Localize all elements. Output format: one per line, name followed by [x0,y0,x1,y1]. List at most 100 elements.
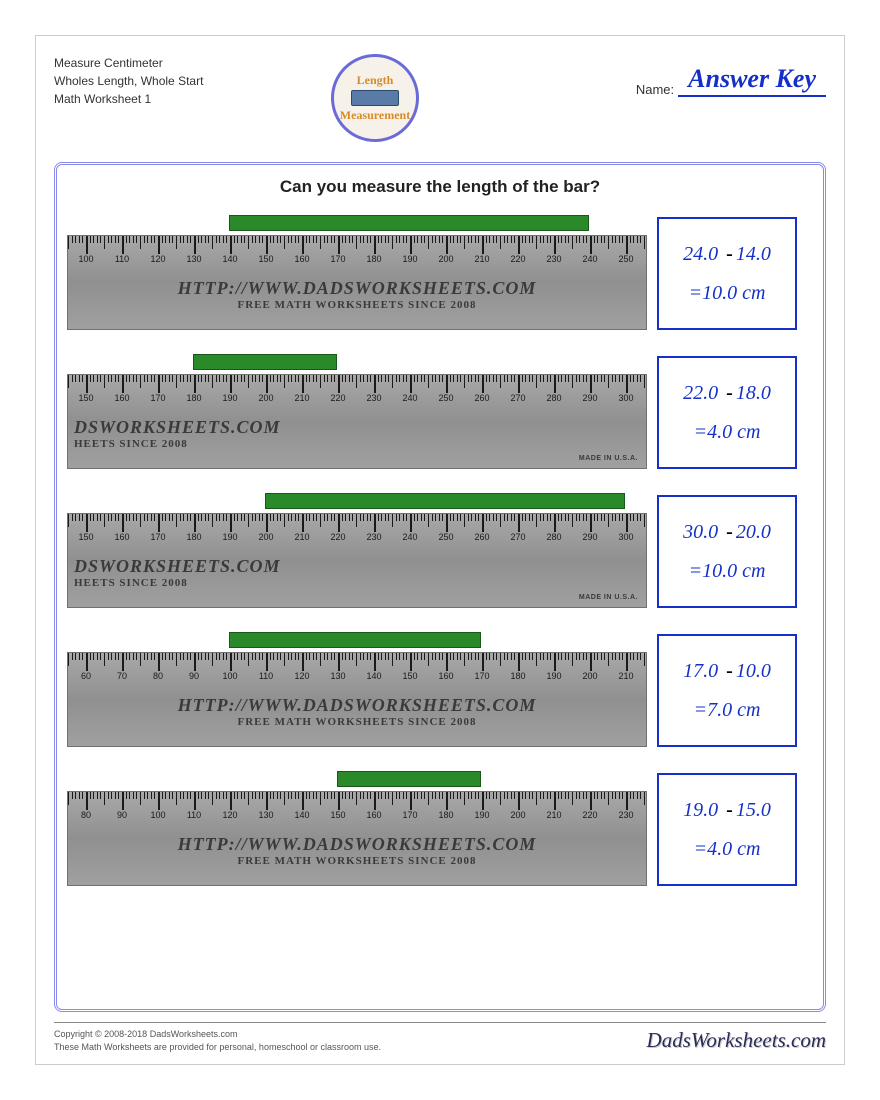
tick-label: 160 [438,671,453,681]
calculation: 22.0 -18.0 [683,382,771,405]
answer-box: 30.0 -20.0 =10.0 cm [657,495,797,608]
tick-label: 260 [474,532,489,542]
problems-container: 100 110 120 130 140 150 160 170 180 190 200 210 220 2… [67,215,813,886]
tick-label: 200 [258,393,273,403]
result: =10.0 cm [689,282,766,305]
tick-label: 170 [150,393,165,403]
ruler-watermark: HTTP://WWW.DADSWORKSHEETS.COMFREE MATH W… [68,278,646,311]
tick-label: 190 [222,532,237,542]
ruler-watermark: DSWORKSHEETS.COMHEETS SINCE 2008 [68,556,646,589]
tick-label: 180 [186,532,201,542]
tick-label: 160 [114,532,129,542]
ruler: 8090100110120130140150160170180190200210… [67,791,647,886]
ruler-watermark: DSWORKSHEETS.COMHEETS SINCE 2008 [68,417,646,450]
tick-label: 210 [546,810,561,820]
ruler: 1001101201301401501601701801902002102202… [67,235,647,330]
tick-label: 150 [78,393,93,403]
tick-label: 100 [78,254,93,264]
tick-label: 220 [330,532,345,542]
tick-label: 90 [117,810,127,820]
tick-label: 160 [294,254,309,264]
calculation: 19.0 -15.0 [683,799,771,822]
measured-bar [229,215,589,231]
measured-bar [337,771,481,787]
tick-label: 210 [294,532,309,542]
measured-bar [229,632,481,648]
tick-label: 190 [222,393,237,403]
problem-row: 1001101201301401501601701801902002102202… [67,215,813,330]
problem-row: 1501601701801902002102202302402502602702… [67,493,813,608]
ruler-area: 1501601701801902002102202302402502602702… [67,354,647,469]
ruler-area: 1501601701801902002102202302402502602702… [67,493,647,608]
tick-label: 170 [474,671,489,681]
tick-label: 230 [366,393,381,403]
badge-bottom-word: Measurement [340,108,410,123]
tick-label: 240 [402,393,417,403]
tick-label: 190 [402,254,417,264]
tick-label: 180 [186,393,201,403]
footer: Copyright © 2008-2018 DadsWorksheets.com… [54,1022,826,1053]
tick-label: 190 [474,810,489,820]
calculation: 30.0 -20.0 [683,521,771,544]
title-line: Wholes Length, Whole Start [54,72,254,90]
tick-label: 190 [546,671,561,681]
length-measurement-badge: Length Measurement [331,54,419,142]
tick-label: 200 [438,254,453,264]
tick-label: 230 [546,254,561,264]
tick-label: 220 [330,393,345,403]
tick-label: 110 [187,810,201,820]
tick-label: 150 [330,810,345,820]
tick-label: 130 [186,254,201,264]
name-area: Name: Answer Key [496,54,826,97]
tick-label: 140 [294,810,309,820]
ruler-ticks: 6070809010011012013014015016017018019020… [68,653,646,679]
tick-label: 110 [115,254,129,264]
tick-label: 210 [474,254,489,264]
tick-label: 150 [258,254,273,264]
brand-logo: DadsWorksheets.com [647,1028,826,1053]
result: =4.0 cm [694,838,761,861]
ruler-ticks: 8090100110120130140150160170180190200210… [68,792,646,818]
tick-label: 160 [114,393,129,403]
copyright: Copyright © 2008-2018 DadsWorksheets.com [54,1028,381,1041]
footer-text: Copyright © 2008-2018 DadsWorksheets.com… [54,1028,381,1053]
tick-label: 270 [510,532,525,542]
name-label: Name: [636,82,674,97]
worksheet-title: Measure Centimeter Wholes Length, Whole … [54,54,254,108]
answer-box: 19.0 -15.0 =4.0 cm [657,773,797,886]
problem-row: 1501601701801902002102202302402502602702… [67,354,813,469]
header: Measure Centimeter Wholes Length, Whole … [54,54,826,154]
tick-label: 220 [510,254,525,264]
tick-label: 240 [402,532,417,542]
tick-label: 140 [222,254,237,264]
ruler-area: 8090100110120130140150160170180190200210… [67,771,647,886]
tick-label: 140 [366,671,381,681]
made-in-label: MADE IN U.S.A. [579,455,638,462]
ruler: 1501601701801902002102202302402502602702… [67,374,647,469]
result: =10.0 cm [689,560,766,583]
tick-label: 120 [222,810,237,820]
measured-bar [265,493,625,509]
tick-label: 200 [258,532,273,542]
tick-label: 150 [78,532,93,542]
tick-label: 120 [150,254,165,264]
tick-label: 290 [582,532,597,542]
ruler-area: 1001101201301401501601701801902002102202… [67,215,647,330]
tick-label: 150 [402,671,417,681]
tick-label: 250 [618,254,633,264]
tick-label: 240 [582,254,597,264]
title-line: Measure Centimeter [54,54,254,72]
tick-label: 280 [546,393,561,403]
tick-label: 200 [582,671,597,681]
tick-label: 210 [618,671,633,681]
ruler-ticks: 1501601701801902002102202302402502602702… [68,514,646,540]
badge-container: Length Measurement [325,54,425,142]
tick-label: 260 [474,393,489,403]
ruler-watermark: HTTP://WWW.DADSWORKSHEETS.COMFREE MATH W… [68,695,646,728]
tick-label: 250 [438,393,453,403]
tick-label: 70 [117,671,127,681]
tick-label: 100 [222,671,237,681]
tick-label: 120 [294,671,309,681]
answer-key-text: Answer Key [678,64,826,97]
tick-label: 80 [81,810,91,820]
